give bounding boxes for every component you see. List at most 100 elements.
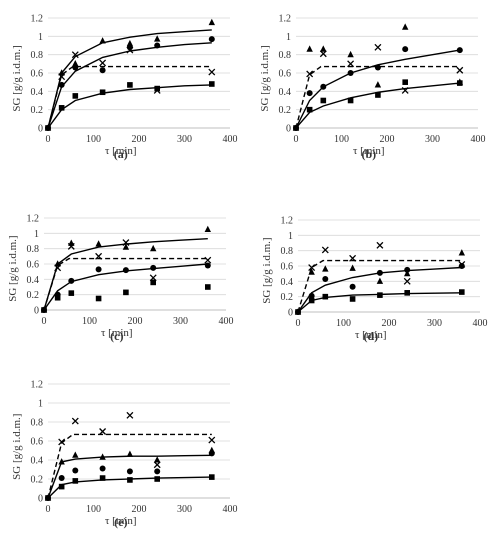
square-marker <box>320 97 327 104</box>
cross-stroke <box>208 68 216 76</box>
solid-fit-line <box>297 292 462 313</box>
solid-fit-line <box>47 454 212 499</box>
cross-stroke <box>71 417 79 425</box>
chart-panel-b: 0 0.2 0.4 0.6 0.8 1 1.2 0 100 200 300 400 τ [min] SG … <box>259 14 486 162</box>
cross-stroke <box>321 246 329 254</box>
cross-stroke <box>99 59 107 67</box>
x-tick-label: 200 <box>132 504 147 515</box>
cross-marker <box>458 261 466 268</box>
solid-fit-line <box>295 49 460 129</box>
chart-panel-d: 0 0.2 0.4 0.6 0.8 1 1.2 0 100 200 300 400 τ [min] SG … <box>261 216 488 344</box>
square-marker <box>209 81 215 87</box>
x-axis-label: τ [min] <box>105 145 137 157</box>
y-tick-label: 0.2 <box>31 105 44 116</box>
circle-marker <box>322 276 329 283</box>
solid-fit-line <box>43 238 208 311</box>
x-axis-label: τ [min] <box>105 515 137 527</box>
square-marker <box>99 89 106 96</box>
y-tick-label: 1 <box>288 231 293 242</box>
circle-marker <box>456 47 463 54</box>
square-marker <box>99 475 106 481</box>
chart-panel-e: 0 0.2 0.4 0.6 0.8 1 1.2 0 100 200 300 400 τ [min] SG … <box>11 380 238 530</box>
cross-marker <box>99 59 107 67</box>
y-tick-label: 1.2 <box>31 14 44 25</box>
triangle-marker <box>72 451 79 458</box>
cross-marker <box>71 417 79 425</box>
triangle-series <box>294 249 465 315</box>
y-tick-label: 1 <box>38 32 43 43</box>
cross-marker <box>208 68 216 76</box>
solid-fit-line <box>43 263 208 311</box>
y-tick-label: 0.6 <box>31 69 44 80</box>
x-tick-label: 100 <box>86 504 101 515</box>
y-tick-label: 0.2 <box>27 290 40 301</box>
x-tick-label: 0 <box>46 134 51 145</box>
x-axis-label: τ [min] <box>355 329 387 341</box>
y-tick-label: 0.4 <box>281 277 294 288</box>
square-marker <box>68 290 75 296</box>
circle-marker <box>58 475 65 482</box>
solid-fit-line <box>47 29 212 129</box>
y-axis-label: SG [g/g i.d.m.] <box>7 235 19 301</box>
y-tick-label: 1.2 <box>31 380 44 391</box>
x-tick-label: 100 <box>334 134 349 145</box>
triangle-marker <box>349 264 356 271</box>
panel-caption: (b) <box>361 147 376 161</box>
y-tick-label: 0.2 <box>31 475 44 486</box>
square-series <box>45 474 215 501</box>
y-tick-label: 1.2 <box>281 216 294 227</box>
y-tick-label: 0.6 <box>31 437 44 448</box>
triangle-marker <box>126 39 134 47</box>
cross-stroke <box>376 241 384 249</box>
cross-stroke <box>67 242 75 250</box>
y-tick-label: 0.8 <box>279 50 292 61</box>
cross-stroke <box>403 277 411 285</box>
y-tick-label: 1 <box>38 399 43 410</box>
square-marker <box>205 284 211 290</box>
cross-marker <box>126 411 134 419</box>
solid-fit-line <box>47 476 212 499</box>
circle-series <box>41 262 211 313</box>
cross-marker <box>58 438 66 446</box>
square-marker <box>377 292 383 298</box>
y-tick-label: 0.8 <box>31 50 44 61</box>
cross-marker <box>403 277 411 285</box>
chart-panel-c: 0 0.2 0.4 0.6 0.8 1 1.2 0 100 200 300 400 τ [min] SG … <box>7 214 234 344</box>
triangle-marker <box>154 456 161 463</box>
triangle-marker <box>95 240 102 247</box>
y-tick-label: 0.2 <box>281 292 294 303</box>
x-tick-label: 400 <box>223 504 238 515</box>
circle-marker <box>72 467 79 474</box>
cross-stroke <box>126 411 134 419</box>
cross-stroke <box>208 436 216 444</box>
triangle-marker <box>374 81 382 88</box>
y-tick-label: 0.4 <box>31 456 44 467</box>
triangle-marker <box>208 18 215 26</box>
square-marker <box>347 97 354 104</box>
square-marker <box>127 477 133 483</box>
triangle-marker <box>322 265 329 272</box>
cross-stroke <box>95 252 103 260</box>
square-marker <box>459 289 465 295</box>
square-marker <box>154 476 160 482</box>
cross-stroke <box>99 428 107 435</box>
y-tick-label: 0 <box>38 494 43 505</box>
circle-marker <box>99 465 106 472</box>
square-marker <box>306 106 313 113</box>
x-tick-label: 0 <box>42 316 47 327</box>
dashed-fit-line <box>297 259 462 313</box>
triangle-marker <box>126 450 134 457</box>
square-marker <box>322 293 329 300</box>
y-tick-label: 0.8 <box>281 246 294 257</box>
cross-marker <box>376 241 384 249</box>
square-marker <box>72 93 79 99</box>
x-tick-label: 400 <box>219 316 234 327</box>
dashed-fit-line <box>43 257 208 311</box>
cross-marker <box>71 51 79 59</box>
triangle-marker <box>376 277 384 284</box>
square-marker <box>127 82 133 88</box>
circle-marker <box>349 283 356 290</box>
triangle-marker <box>306 45 313 52</box>
x-tick-label: 200 <box>380 134 395 145</box>
